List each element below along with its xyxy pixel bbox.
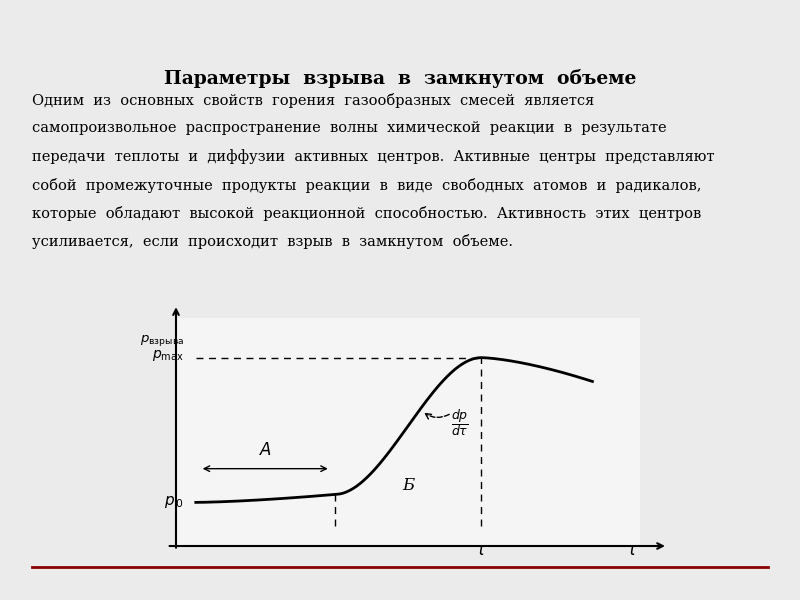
Text: усиливается,  если  происходит  взрыв  в  замкнутом  объеме.: усиливается, если происходит взрыв в зам… (32, 234, 513, 249)
Text: передачи  теплоты  и  диффузии  активных  центров.  Активные  центры  представля: передачи теплоты и диффузии активных цен… (32, 149, 714, 164)
Text: $p_{\rm max}$: $p_{\rm max}$ (152, 348, 184, 363)
Text: $p_{\rm взрыва}$: $p_{\rm взрыва}$ (140, 334, 184, 348)
Text: $\dfrac{dp}{d\tau}$: $\dfrac{dp}{d\tau}$ (450, 407, 469, 439)
Text: $\tau$: $\tau$ (475, 542, 487, 559)
Text: собой  промежуточные  продукты  реакции  в  виде  свободных  атомов  и  радикало: собой промежуточные продукты реакции в в… (32, 178, 702, 193)
Text: Б: Б (402, 478, 414, 494)
Text: $\tau$: $\tau$ (626, 542, 638, 559)
Text: которые  обладают  высокой  реакционной  способностью.  Активность  этих  центро: которые обладают высокой реакционной спо… (32, 206, 702, 221)
Text: $p_{\,0}$: $p_{\,0}$ (164, 494, 184, 511)
Text: Параметры  взрыва  в  замкнутом  объеме: Параметры взрыва в замкнутом объеме (164, 69, 636, 88)
Text: Одним  из  основных  свойств  горения  газообразных  смесей  является: Одним из основных свойств горения газооб… (32, 93, 594, 108)
Text: $A$: $A$ (258, 442, 272, 459)
Text: самопроизвольное  распространение  волны  химической  реакции  в  результате: самопроизвольное распространение волны х… (32, 121, 666, 135)
